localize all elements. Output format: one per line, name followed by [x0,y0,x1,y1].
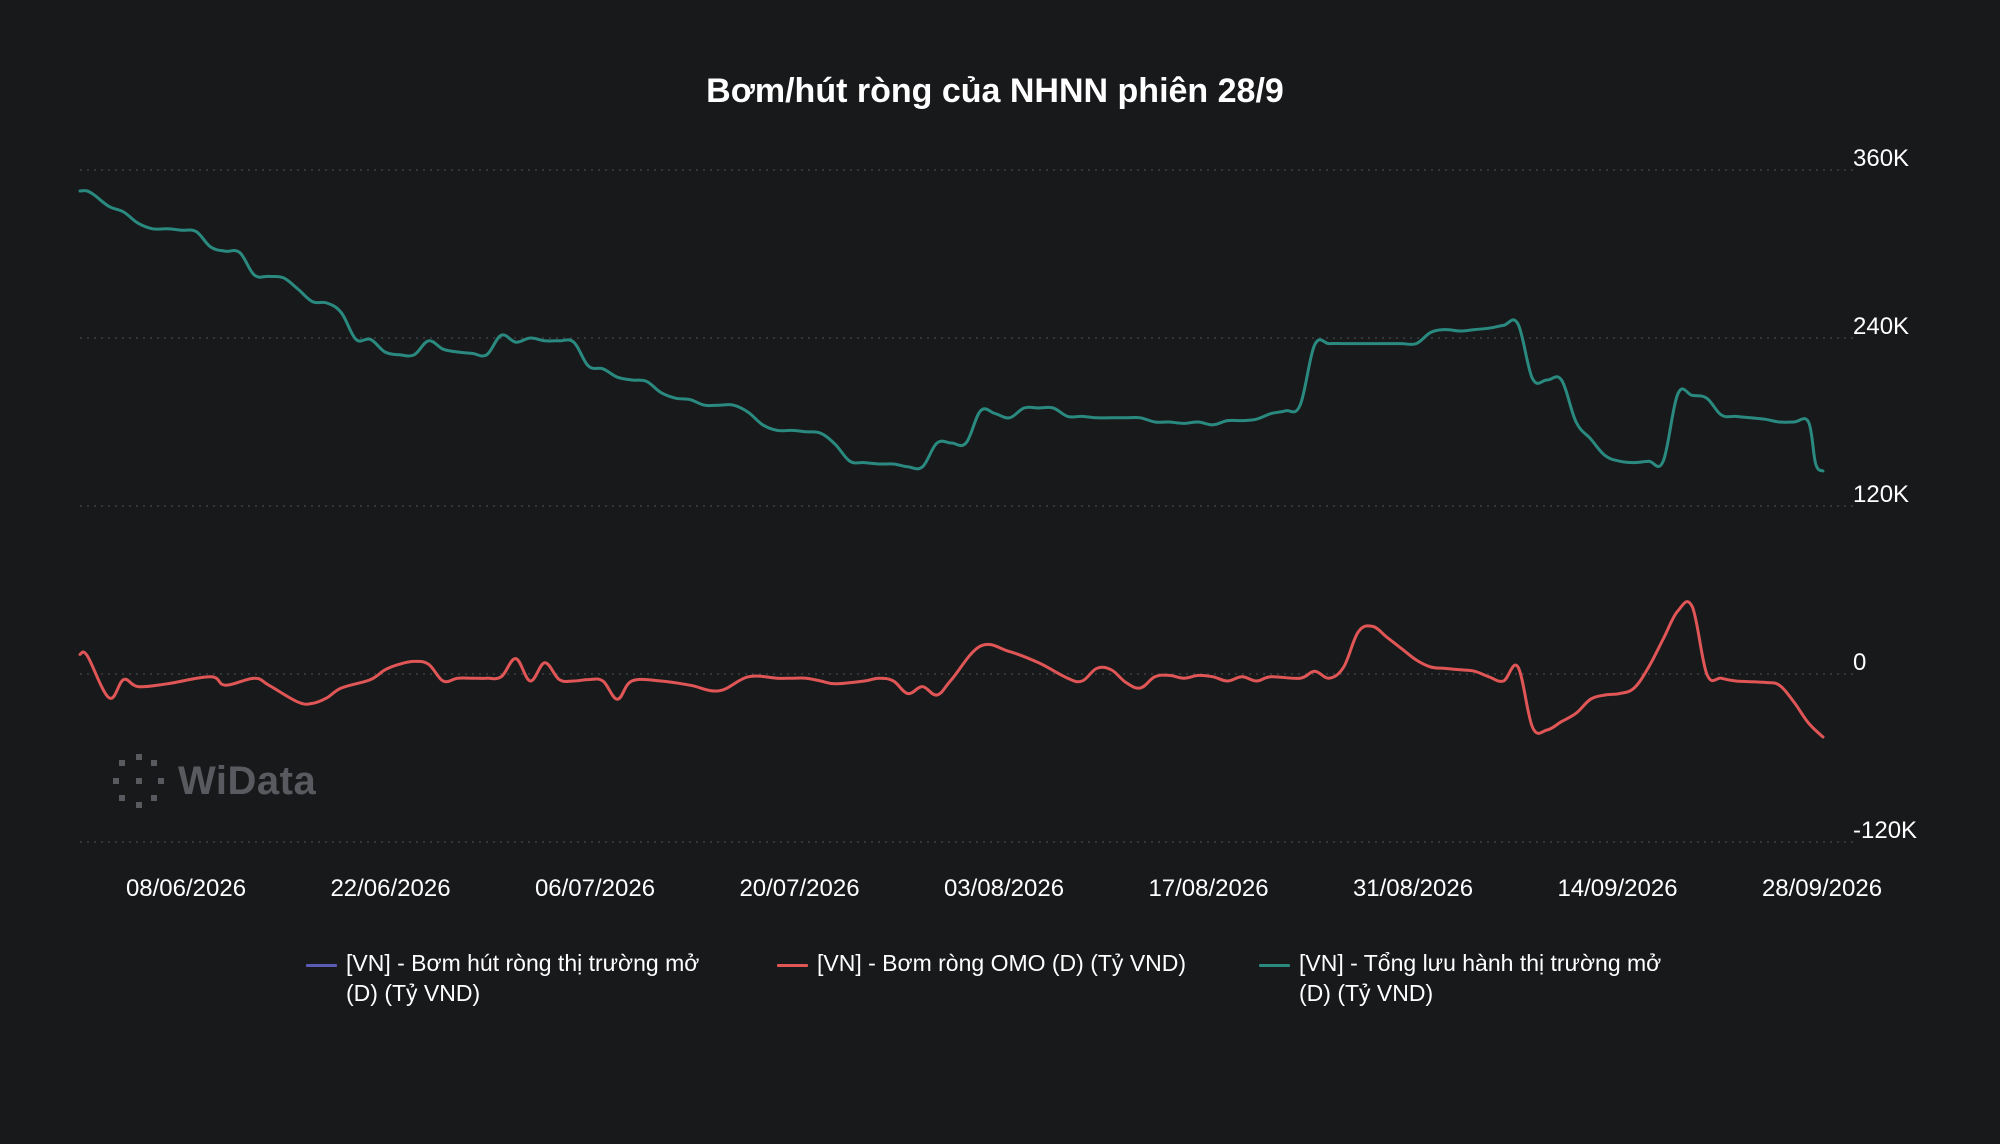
legend-swatch [1259,964,1290,967]
y-tick-label: 360K [1853,145,1909,172]
legend-label: [VN] - Bơm hút ròng thị trường mở (D) (T… [346,950,700,1006]
y-axis-ticks: 360K 240K 120K 0 -120K [1853,145,1917,844]
chart-title: Bơm/hút ròng của NHNN phiên 28/9 [706,72,1284,110]
x-tick-label: 28/09/2026 [1762,875,1882,902]
x-axis-ticks: 08/06/2026 22/06/2026 06/07/2026 20/07/2026… [126,875,1882,902]
legend-label: [VN] - Tổng lưu hành thị trường mở (D) (… [1299,950,1662,1006]
x-tick-label: 08/06/2026 [126,875,246,902]
y-tick-label: 0 [1853,649,1866,676]
legend-item-tong-luu-hanh[interactable]: [VN] - Tổng lưu hành thị trường mở (D) (… [1259,948,1679,1008]
x-tick-label: 03/08/2026 [944,875,1064,902]
watermark: WiData [110,752,316,810]
x-tick-label: 14/09/2026 [1557,875,1677,902]
y-tick-label: 120K [1853,481,1909,508]
legend-label: [VN] - Bơm ròng OMO (D) (Tỷ VND) [817,950,1187,976]
series-line-2 [78,189,1825,473]
x-tick-label: 06/07/2026 [535,875,655,902]
dotted-circle-logo-icon [113,754,164,808]
legend: [VN] - Bơm hút ròng thị trường mở (D) (T… [0,948,2000,1018]
y-tick-label: -120K [1853,817,1917,844]
gridlines [80,169,1856,843]
x-tick-label: 20/07/2026 [739,875,859,902]
legend-item-bom-rong-omo[interactable]: [VN] - Bơm ròng OMO (D) (Tỷ VND) [777,948,1237,978]
y-tick-label: 240K [1853,313,1909,340]
x-tick-label: 31/08/2026 [1353,875,1473,902]
legend-swatch [777,964,808,967]
x-tick-label: 17/08/2026 [1148,875,1268,902]
legend-item-bom-hut-rong[interactable]: [VN] - Bơm hút ròng thị trường mở (D) (T… [306,948,726,1008]
watermark-brand: WiData [178,758,317,803]
x-tick-label: 22/06/2026 [330,875,450,902]
legend-swatch [306,964,337,967]
series-lines [78,189,1825,739]
series-line-1 [78,600,1825,739]
